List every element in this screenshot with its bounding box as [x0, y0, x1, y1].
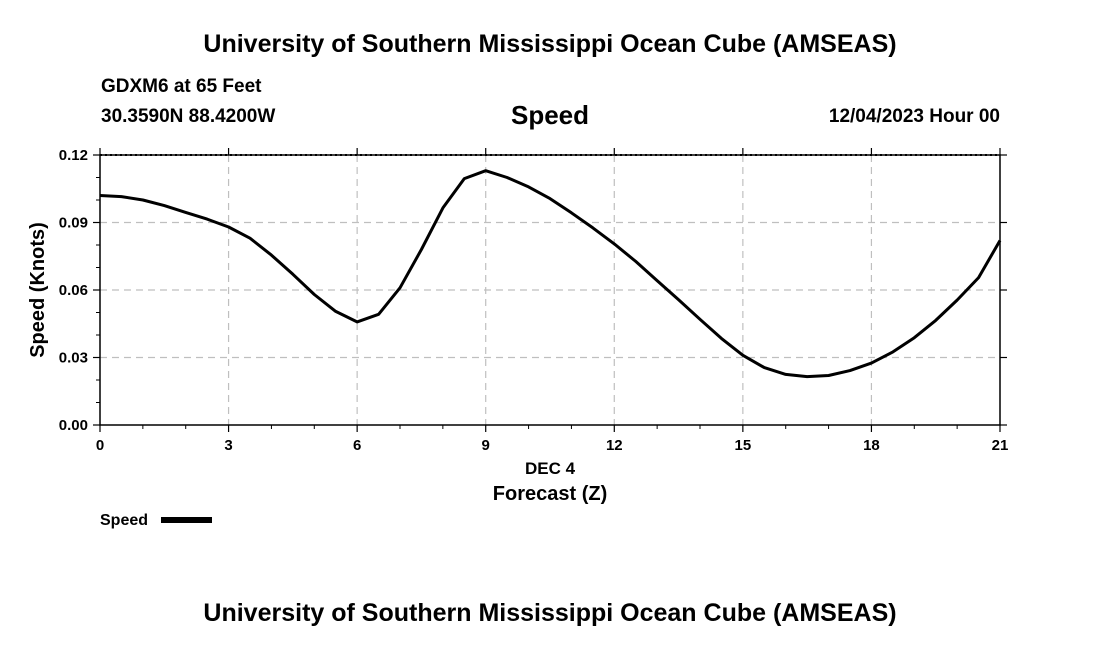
- x-axis-label: Forecast (Z): [493, 483, 607, 505]
- axis-tick-labels: 0 3 6 9 12 15 18 21 0.00 0.03 0.06 0.09 0.12: [59, 147, 1009, 454]
- speed-series-line: [99, 169, 1002, 379]
- y-tick-label: 0.09: [59, 215, 88, 232]
- x-tick-label: 0: [96, 437, 104, 454]
- x-tick-label: 9: [482, 437, 490, 454]
- x-tick-label: 18: [863, 437, 880, 454]
- axis-ticks: [93, 148, 1007, 432]
- x-tick-label: 21: [992, 437, 1009, 454]
- coordinates-label: 30.3590N 88.4200W: [101, 106, 276, 127]
- datetime-label: 12/04/2023 Hour 00: [828, 106, 1000, 127]
- y-tick-label: 0.06: [59, 282, 88, 299]
- x-axis-date-label: DEC 4: [525, 459, 576, 478]
- x-tick-label: 12: [606, 437, 623, 454]
- y-tick-label: 0.00: [59, 417, 88, 434]
- y-tick-label: 0.03: [59, 350, 88, 367]
- x-tick-label: 15: [735, 437, 752, 454]
- plot-title: Speed: [510, 100, 590, 130]
- x-tick-label: 6: [353, 437, 361, 454]
- chart-title-top: University of Southern Mississippi Ocean…: [203, 30, 897, 58]
- y-axis-label: Speed (Knots): [27, 222, 49, 358]
- x-tick-label: 3: [224, 437, 232, 454]
- grid: [100, 155, 1000, 425]
- legend-label: Speed: [100, 512, 148, 529]
- station-label: GDXM6 at 65 Feet: [101, 76, 262, 97]
- chart-title-bottom: University of Southern Mississippi Ocean…: [203, 599, 897, 627]
- y-tick-label: 0.12: [59, 147, 88, 164]
